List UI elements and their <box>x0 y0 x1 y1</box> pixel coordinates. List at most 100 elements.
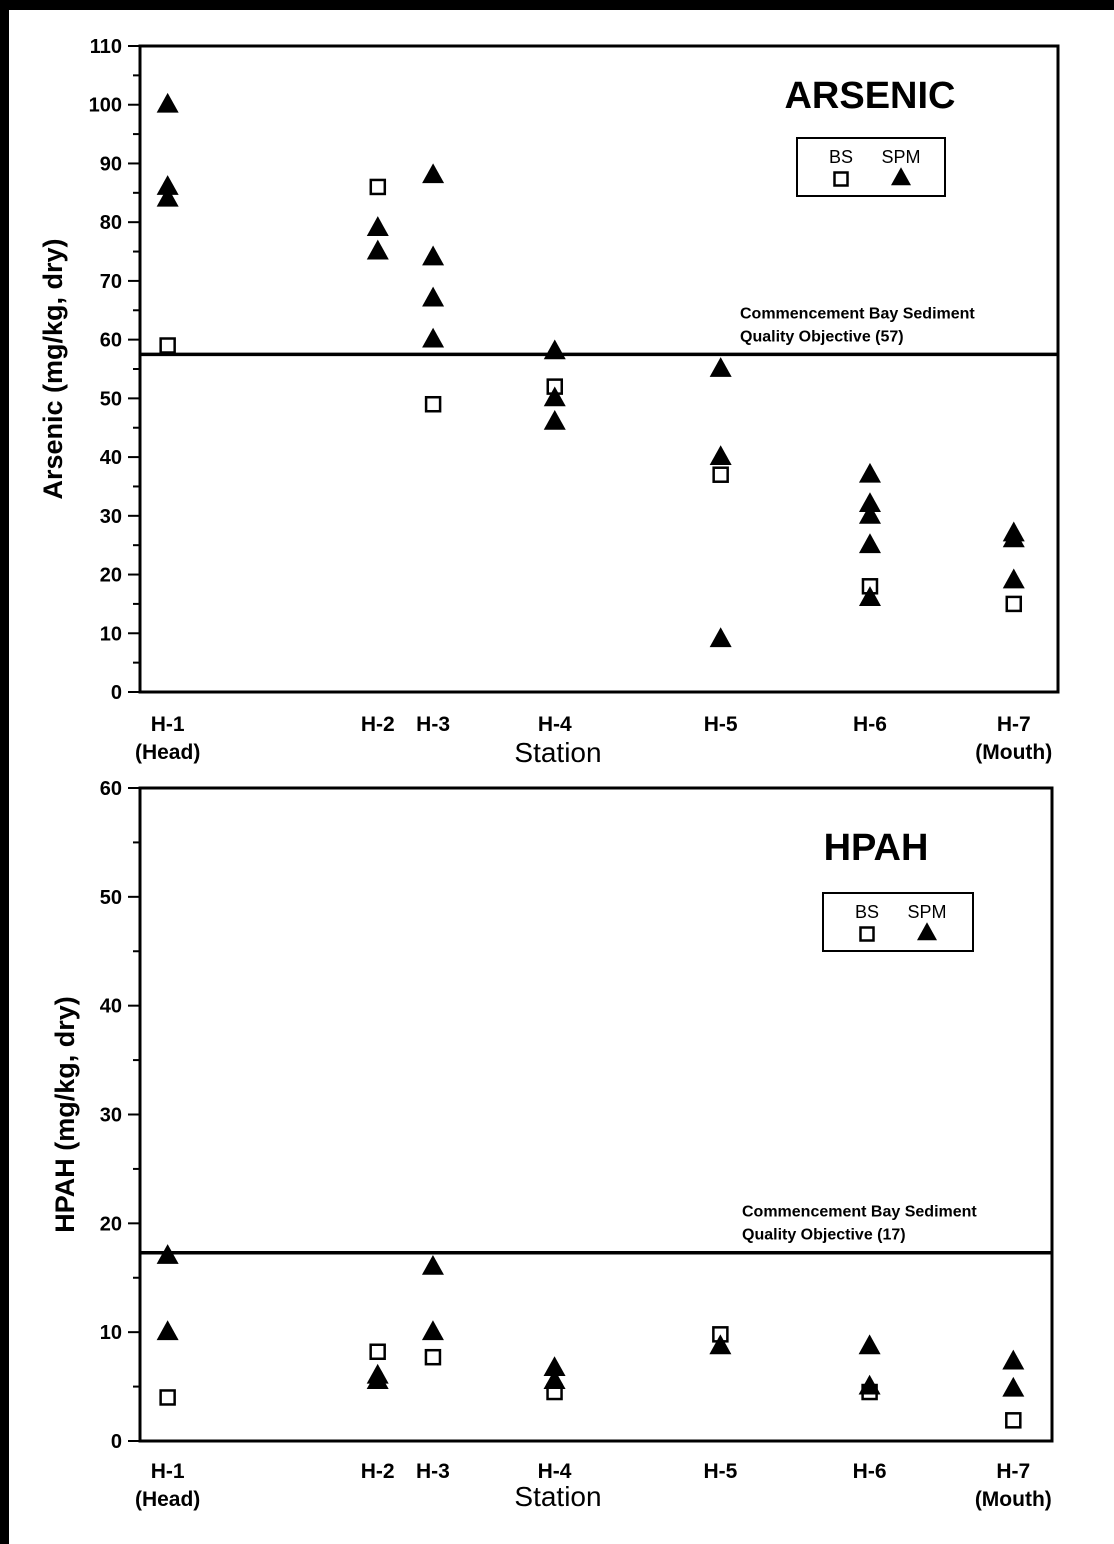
series-bs <box>159 1326 1022 1429</box>
y-tick-label: 0 <box>111 1431 122 1453</box>
data-point-bs <box>159 337 176 354</box>
data-point-spm <box>543 386 566 407</box>
y-tick-label: 10 <box>100 1322 122 1344</box>
data-point-bs <box>424 1348 442 1366</box>
data-point-spm <box>709 445 732 466</box>
y-tick-label: 40 <box>100 996 122 1018</box>
plot-frame <box>138 786 1054 1443</box>
y-tick-label: 20 <box>100 565 122 587</box>
chart-title: HPAH <box>824 827 929 869</box>
x-tick-label: H-7 <box>996 1460 1030 1483</box>
y-tick-label: 50 <box>100 887 122 909</box>
y-tick-label: 50 <box>100 388 122 410</box>
x-tick-label: H-4 <box>538 713 572 736</box>
data-point-bs <box>424 395 442 413</box>
legend-label-bs: BS <box>855 902 879 922</box>
chart-title: ARSENIC <box>784 75 955 117</box>
y-tick-label: 110 <box>90 36 122 58</box>
legend: BS SPM <box>822 892 974 952</box>
x-tick-sublabel: (Mouth) <box>975 741 1052 764</box>
data-point-spm <box>156 92 179 113</box>
data-point-spm <box>422 245 445 266</box>
data-point-spm <box>421 1320 444 1341</box>
chart-arsenic: 0 10 20 30 40 50 60 70 80 90 100 110 H-1 (Head) H-2 H-3… <box>38 36 1060 768</box>
data-point-bs <box>369 1343 386 1361</box>
y-tick-label: 90 <box>100 153 122 175</box>
x-tick-label: H-1 <box>151 713 185 736</box>
y-tick-label: 40 <box>100 447 122 469</box>
legend-marker-spm <box>891 167 911 186</box>
legend-marker-bs <box>859 926 875 942</box>
x-axis-label: Station <box>514 737 601 768</box>
data-point-spm <box>709 627 732 648</box>
data-point-spm <box>858 1374 881 1395</box>
data-point-spm <box>709 357 732 377</box>
x-tick-label: H-4 <box>538 1460 572 1483</box>
series-bs <box>159 178 1023 613</box>
data-point-spm <box>366 239 389 260</box>
data-point-bs <box>712 466 729 483</box>
data-point-spm <box>1002 568 1025 589</box>
legend-box <box>822 892 974 952</box>
x-tick-label: H-1 <box>151 1460 185 1483</box>
data-point-spm <box>1002 527 1025 548</box>
y-axis-label: HPAH (mg/kg, dry) <box>50 996 80 1233</box>
y-tick-label: 30 <box>100 1105 122 1127</box>
y-tick-label: 60 <box>100 778 122 800</box>
data-point-spm <box>858 462 881 483</box>
chart-hpah: 0 10 20 30 40 50 60 H-1 (Head) H-2 H-3 H-4 H-5 H-6 H-7… <box>50 778 1054 1512</box>
reference-line-label: Commencement Bay Sediment <box>740 305 975 322</box>
legend-marker-spm <box>917 922 937 941</box>
y-tick-label: 0 <box>111 682 122 704</box>
x-tick-label: H-2 <box>361 713 395 736</box>
data-point-spm <box>156 1320 179 1341</box>
data-point-spm <box>366 216 389 236</box>
data-point-spm <box>1002 1376 1025 1397</box>
x-tick-label: H-5 <box>703 1460 737 1483</box>
data-point-spm <box>858 503 881 524</box>
x-tick-label: H-3 <box>416 1460 450 1483</box>
data-point-spm <box>422 327 445 348</box>
y-tick-label: 10 <box>100 623 122 645</box>
data-point-bs <box>159 1389 176 1406</box>
x-tick-label: H-5 <box>704 713 738 736</box>
data-point-bs <box>1005 1412 1022 1429</box>
x-axis-label: Station <box>514 1481 601 1512</box>
x-tick-sublabel: (Mouth) <box>975 1488 1052 1511</box>
data-point-spm <box>156 1244 179 1264</box>
legend-label-spm: SPM <box>907 902 946 922</box>
data-point-spm <box>858 1334 881 1355</box>
reference-line-label: Commencement Bay Sediment <box>742 1204 977 1221</box>
data-point-bs <box>1005 595 1023 613</box>
legend-label-bs: BS <box>829 147 853 167</box>
x-tick-label: H-6 <box>853 1460 887 1483</box>
x-tick-sublabel: (Head) <box>135 1488 200 1511</box>
y-tick-label: 100 <box>89 95 122 117</box>
data-point-spm <box>156 175 179 195</box>
y-tick-label: 20 <box>100 1213 122 1235</box>
data-point-spm <box>543 409 566 430</box>
legend-marker-bs <box>833 171 849 187</box>
legend-box <box>796 137 946 197</box>
x-tick-label: H-6 <box>853 713 887 736</box>
data-point-spm <box>156 186 179 207</box>
legend: BS SPM <box>796 137 946 197</box>
data-point-spm <box>422 286 445 307</box>
reference-line-label: Quality Objective (17) <box>742 1227 906 1244</box>
series-spm <box>156 92 1025 648</box>
y-axis-label: Arsenic (mg/kg, dry) <box>38 238 68 499</box>
data-point-spm <box>1002 1349 1025 1370</box>
y-tick-label: 30 <box>100 506 122 528</box>
y-tick-label: 60 <box>100 330 122 352</box>
data-point-spm <box>858 586 881 606</box>
data-point-spm <box>858 533 881 554</box>
data-point-spm <box>366 1369 389 1390</box>
x-tick-label: H-7 <box>997 713 1031 736</box>
data-point-spm <box>858 492 881 512</box>
legend-label-spm: SPM <box>881 147 920 167</box>
x-tick-label: H-3 <box>416 713 450 736</box>
data-point-bs <box>369 178 387 196</box>
data-point-spm <box>709 1334 732 1355</box>
y-tick-label: 80 <box>100 212 122 234</box>
